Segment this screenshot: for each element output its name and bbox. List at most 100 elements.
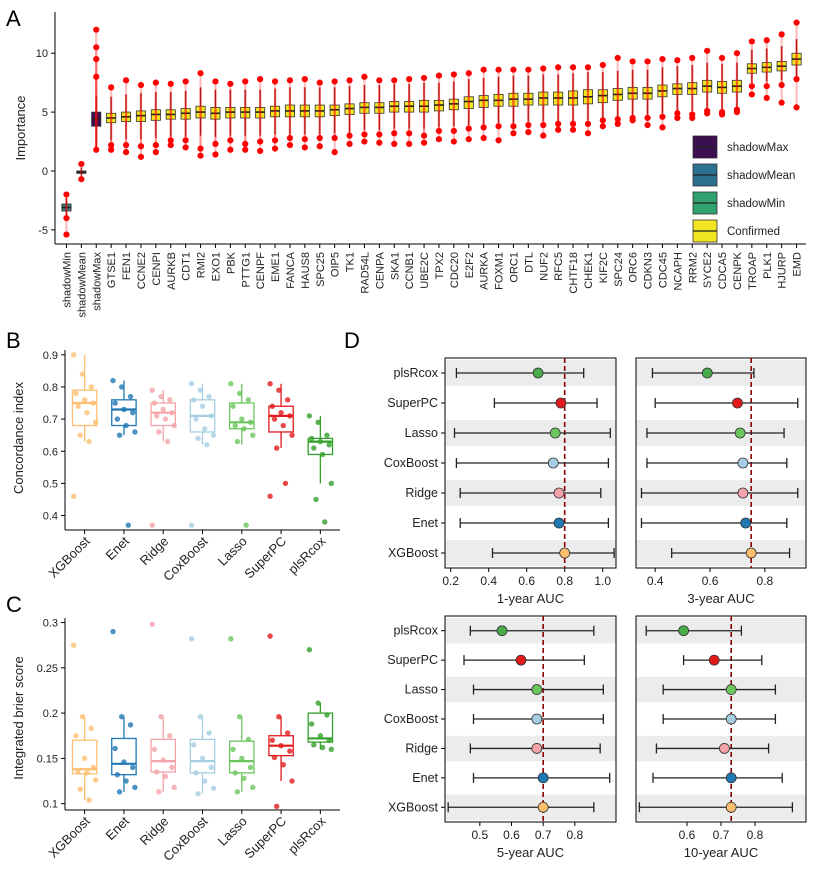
b-point <box>171 422 177 429</box>
a-outlier-point <box>465 125 472 132</box>
c-point <box>156 789 162 795</box>
c-point <box>151 746 158 753</box>
a-outlier-point <box>435 136 443 143</box>
a-outlier-point <box>555 120 562 127</box>
a-xtick-label: TK1 <box>345 252 357 272</box>
a-outlier-point <box>63 214 70 222</box>
c-point <box>90 764 97 771</box>
c-point <box>162 773 169 780</box>
c-point <box>171 784 177 791</box>
d-estimate-point <box>555 397 567 409</box>
b-point <box>241 426 247 432</box>
a-xtick-label: DTL <box>523 252 535 273</box>
b-point <box>273 445 280 451</box>
b-point <box>188 381 195 387</box>
a-outlier-point <box>674 114 681 122</box>
a-outlier-point <box>182 78 189 85</box>
b-point <box>193 416 199 422</box>
d-estimate-point <box>532 367 544 379</box>
b-point <box>234 438 241 445</box>
d-model-label: Ridge <box>405 486 438 500</box>
a-outlier-point <box>778 31 785 38</box>
a-outlier-point <box>301 136 308 143</box>
a-outlier-point <box>331 149 338 156</box>
b-point <box>153 413 160 419</box>
a-xtick-label: KIF2C <box>598 252 610 283</box>
a-outlier-point <box>137 81 145 89</box>
a-outlier-point <box>137 143 145 150</box>
d-model-label: CoxBoost <box>384 712 439 726</box>
a-outlier-point <box>376 131 383 138</box>
a-outlier-point <box>331 134 338 142</box>
a-xtick-label: NUF2 <box>538 252 550 281</box>
b-ytick-label: 0.6 <box>43 446 58 458</box>
a-ytick-label: 10 <box>36 48 48 60</box>
b-point <box>123 422 129 429</box>
c-point <box>317 733 324 739</box>
b-point <box>86 438 92 445</box>
d-xtick-label: 0.6 <box>702 574 719 588</box>
a-xtick-label: E2F2 <box>464 252 476 278</box>
c-point <box>149 621 155 628</box>
c-point <box>230 746 236 753</box>
a-xtick-label: TPX2 <box>434 252 446 280</box>
a-outlier-point <box>525 121 532 129</box>
a-outlier-point <box>778 81 785 89</box>
d-model-label: SuperPC <box>387 396 438 410</box>
c-ytick-label: 0.25 <box>37 663 58 675</box>
c-point <box>319 744 326 751</box>
b-point <box>88 384 94 390</box>
b-point <box>149 387 155 393</box>
a-outlier-point <box>540 132 547 139</box>
a-box <box>478 95 489 108</box>
a-outlier-point <box>674 57 681 64</box>
a-outlier-point <box>361 73 368 80</box>
c-point <box>160 757 166 763</box>
c-point <box>129 764 136 771</box>
c-point <box>110 628 116 635</box>
a-outlier-point <box>257 147 264 155</box>
a-outlier-point <box>614 116 621 123</box>
b-point <box>210 432 217 438</box>
c-point <box>132 784 138 791</box>
d-estimate-point <box>708 654 720 666</box>
b-xtick-label: plsRcox <box>285 533 329 577</box>
c-point <box>228 636 234 642</box>
a-outlier-point <box>361 138 368 145</box>
b-point <box>319 451 326 458</box>
panel-c-boxes <box>70 621 335 810</box>
c-point <box>245 736 252 743</box>
a-outlier-point <box>555 126 562 133</box>
a-outlier-point <box>376 139 383 146</box>
c-point <box>306 646 313 653</box>
d-xtick-label: 0.7 <box>713 828 730 842</box>
panel-b-boxes <box>70 352 335 528</box>
a-xtick-label: RRM2 <box>687 252 699 283</box>
a-outlier-point <box>510 66 517 73</box>
a-xtick-label: RFC5 <box>553 252 565 281</box>
c-point <box>208 764 214 771</box>
a-outlier-point <box>197 152 204 159</box>
panel-d-forest-plots: plsRcox SuperPC Lasso CoxBoost Ridge Enet XGBo… <box>384 357 807 860</box>
a-outlier-point <box>346 132 353 139</box>
a-legend-label: shadowMean <box>727 170 795 182</box>
c-xtick-label: XGBoost <box>45 813 93 861</box>
c-point <box>232 770 238 776</box>
c-point <box>236 714 243 720</box>
panel-b: B Concordance index 0.4 0.5 0.6 0.7 0.8 0.9 XG… <box>6 328 340 584</box>
b-ytick-label: 0.4 <box>43 511 58 523</box>
panel-letter-c: C <box>6 592 22 617</box>
a-outlier-point <box>346 140 353 147</box>
a-outlier-point <box>242 146 249 153</box>
b-ytick-label: 0.5 <box>43 478 58 490</box>
a-outlier-point <box>257 76 264 83</box>
b-point <box>245 397 252 403</box>
b-point <box>199 403 206 409</box>
a-outlier-point <box>167 80 174 87</box>
a-outlier-point <box>704 47 711 54</box>
a-xtick-label: UBE2C <box>419 252 431 289</box>
a-outlier-point <box>122 141 130 149</box>
a-outlier-point <box>361 131 368 138</box>
a-outlier-point <box>525 129 532 136</box>
a-xtick-label: CENPK <box>732 251 744 290</box>
